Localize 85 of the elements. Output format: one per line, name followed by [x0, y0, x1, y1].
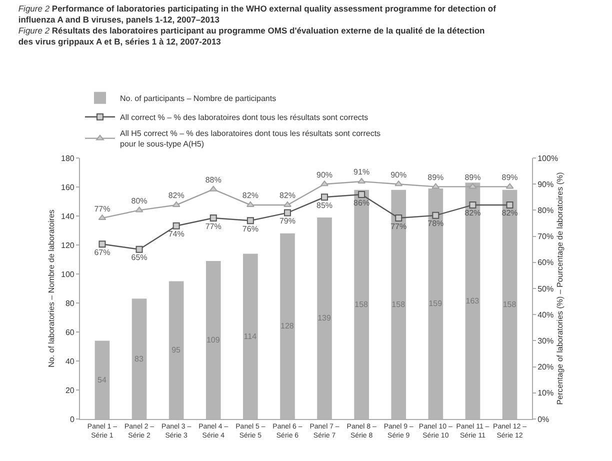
y-tick-label: 60 [65, 328, 75, 337]
data-label: 89% [428, 172, 444, 182]
point [506, 201, 514, 208]
data-label: 159 [428, 299, 443, 308]
point [432, 212, 440, 219]
data-label: 77% [94, 204, 110, 214]
point [98, 240, 106, 248]
point [98, 214, 106, 220]
y2-tick-label: 90% [538, 180, 554, 189]
data-label: 90% [316, 170, 333, 180]
data-label: 77% [205, 222, 222, 231]
point [172, 222, 180, 230]
data-label: 76% [242, 224, 258, 234]
point [284, 201, 292, 207]
point [284, 209, 291, 216]
data-label: 158 [502, 300, 517, 309]
chart-subtitle: Figure 2 Résultats des laboratoires participant au programme OMS d'évaluation externe de la qualité de la détection des virus grippaux A et B, séries 1 à 12, 2007-2013 [18, 26, 485, 47]
point [321, 194, 328, 201]
y-tick-label: 140 [61, 212, 75, 221]
data-label: 82% [502, 208, 518, 218]
point [358, 191, 366, 198]
point [172, 201, 180, 207]
point [135, 206, 144, 212]
y2-tick-label: 20% [538, 362, 554, 372]
point [358, 178, 366, 184]
data-label: 109 [206, 335, 220, 344]
chart-title: Figure 2 Performance of laboratories participating in the WHO external quality assessment programme for detection of influenza A and B viruses, panels 1-12, 2007–2013 [18, 4, 496, 25]
data-label: 85% [316, 200, 333, 210]
data-label: 82% [464, 208, 481, 218]
data-label: 80% [131, 196, 148, 206]
data-label: 79% [279, 216, 296, 226]
y2-tick-label: 80% [538, 206, 554, 215]
data-label: 163 [466, 296, 480, 306]
data-label: 88% [205, 176, 222, 185]
point [136, 246, 143, 253]
data-label: 114 [244, 332, 258, 341]
point [209, 186, 218, 192]
point [468, 183, 477, 189]
point [395, 214, 402, 222]
data-label: 82% [242, 191, 258, 200]
point [469, 201, 476, 208]
point [320, 180, 328, 186]
y-tick-label: 120 [61, 240, 75, 250]
y2-tick-label: 70% [538, 232, 554, 242]
y-axis-title: No. of laboratories – Nombre de laboratoires [47, 210, 56, 368]
y2-tick-label: 10% [538, 388, 554, 398]
y-tick-label: 180 [61, 154, 75, 163]
y-tick-label: 40 [65, 356, 75, 366]
data-label: 74% [168, 230, 184, 239]
y2-tick-label: 100% [538, 154, 558, 163]
data-label: 95 [172, 346, 182, 355]
data-label: 90% [390, 170, 407, 180]
y-tick-label: 100 [61, 270, 75, 279]
legend-label: All H5 correct % – % des laboratoires dont tous les résultats sont corrects pour le sous-type A(H5) [120, 129, 381, 149]
point [210, 214, 217, 222]
point [506, 183, 514, 189]
point [394, 180, 403, 186]
y-tick-label: 160 [61, 182, 75, 192]
data-label: 89% [464, 172, 481, 182]
y2-tick-label: 60% [538, 258, 554, 268]
point [246, 217, 254, 224]
data-label: 89% [502, 172, 518, 182]
point [246, 201, 254, 207]
y-tick-label: 20 [65, 386, 75, 395]
data-label: 82% [279, 191, 296, 200]
data-label: 54 [98, 375, 107, 384]
data-label: 158 [392, 300, 406, 309]
data-label: 83 [134, 354, 144, 364]
data-label: 82% [168, 191, 184, 200]
data-label: 139 [318, 314, 332, 323]
y2-tick-label: 50% [538, 284, 554, 294]
y2-axis-title: Percentage of laboratories (%) – Pourcentage de laboratoires (%) [556, 172, 565, 405]
y2-tick-label: 0% [538, 414, 550, 424]
data-label: 158 [354, 300, 369, 309]
data-label: 128 [280, 322, 294, 331]
y2-tick-label: 30% [538, 336, 554, 346]
data-label: 91% [354, 168, 370, 177]
data-label: 67% [94, 248, 110, 257]
legend-label: No. of participants – Nombre de participants [120, 94, 276, 104]
y-tick-label: 0 [70, 414, 75, 424]
data-label: 65% [131, 253, 148, 262]
point [432, 183, 440, 189]
legend-label: All correct % – % des laboratoires dont tous les résultats sont corrects [120, 113, 368, 122]
y-tick-label: 80 [65, 298, 75, 308]
y2-tick-label: 40% [538, 310, 554, 320]
